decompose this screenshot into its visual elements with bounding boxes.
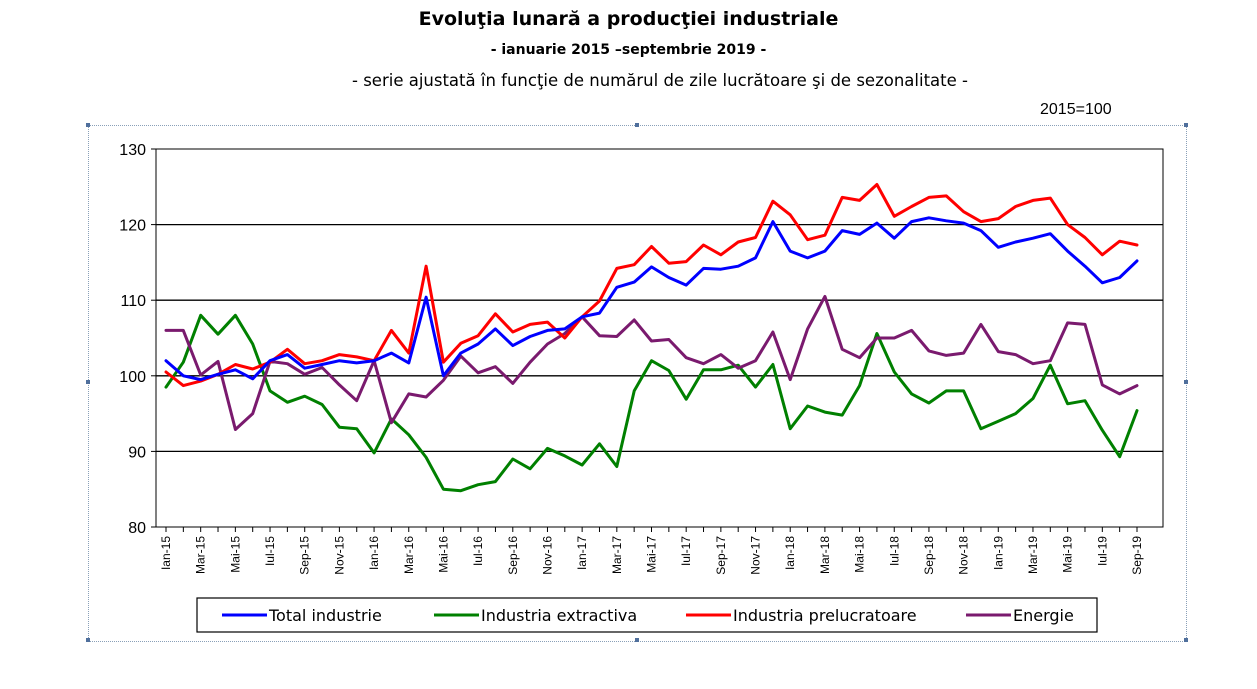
legend-label: Energie (1013, 606, 1074, 625)
series-line-industria-extractiva (164, 313, 1139, 493)
x-tick-label: Ian-16 (367, 536, 381, 570)
x-tick-label: Ian-15 (159, 536, 173, 570)
x-tick-label: Mar-19 (1026, 536, 1040, 574)
series-line-energie (164, 294, 1139, 431)
x-tick-label: Iul-15 (263, 536, 277, 566)
y-tick-label: 90 (128, 444, 146, 461)
x-tick-label: Nov-15 (332, 536, 346, 575)
x-tick-label: Sep-17 (714, 536, 728, 575)
x-tick-label: Sep-15 (298, 536, 312, 575)
y-tick-label: 110 (120, 293, 146, 310)
x-tick-label: Nov-16 (540, 536, 554, 575)
legend-label: Industria extractiva (481, 606, 637, 625)
resize-handle-tl[interactable] (86, 123, 90, 127)
x-tick-label: Mai-16 (436, 536, 450, 573)
x-tick-label: Iul-19 (1095, 536, 1109, 566)
resize-handle-tr[interactable] (1184, 123, 1188, 127)
x-tick-label: Mar-16 (402, 536, 416, 574)
x-tick-label: Iul-18 (887, 536, 901, 566)
x-tick-label: Mai-17 (645, 536, 659, 573)
x-tick-label: Iul-17 (679, 536, 693, 566)
y-tick-label: 130 (119, 142, 146, 159)
resize-handle-mr[interactable] (1184, 380, 1188, 384)
legend-label: Industria prelucratoare (733, 606, 917, 625)
x-tick-label: Sep-19 (1130, 536, 1144, 575)
base-year-label: 2015=100 (1040, 101, 1112, 118)
resize-handle-bc[interactable] (635, 638, 639, 642)
x-tick-label: Nov-18 (957, 536, 971, 575)
plot-area (155, 148, 1164, 528)
x-tick-label: Ian-18 (783, 536, 797, 570)
x-tick-label: Ian-17 (575, 536, 589, 570)
resize-handle-bl[interactable] (86, 638, 90, 642)
x-tick-label: Sep-16 (506, 536, 520, 575)
x-tick-label: Sep-18 (922, 536, 936, 575)
x-tick-label: Mai-19 (1061, 536, 1075, 573)
x-tick-label: Nov-17 (749, 536, 763, 575)
x-tick-label: Mai-18 (853, 536, 867, 573)
y-tick-label: 100 (119, 369, 146, 386)
x-tick-label: Iul-16 (471, 536, 485, 566)
x-tick-label: Ian-19 (991, 536, 1005, 570)
resize-handle-br[interactable] (1184, 638, 1188, 642)
legend (196, 597, 1098, 633)
chart-title: Evoluţia lunară a producţiei industriale (418, 8, 839, 30)
chart-subtitle: - ianuarie 2015 –septembrie 2019 - (490, 42, 767, 58)
series-line-total-industrie (164, 216, 1139, 382)
y-tick-label: 80 (128, 520, 146, 537)
chart-note: - serie ajustată în funcţie de numărul d… (352, 71, 968, 90)
resize-handle-ml[interactable] (86, 380, 90, 384)
y-tick-label: 120 (119, 218, 146, 235)
x-tick-label: Mar-18 (818, 536, 832, 574)
legend-label: Total industrie (268, 606, 382, 625)
x-tick-label: Mar-15 (194, 536, 208, 574)
x-tick-label: Mar-17 (610, 536, 624, 574)
series-line-industria-prelucratoare (164, 183, 1139, 388)
x-tick-label: Mai-15 (228, 536, 242, 573)
resize-handle-tc[interactable] (635, 123, 639, 127)
